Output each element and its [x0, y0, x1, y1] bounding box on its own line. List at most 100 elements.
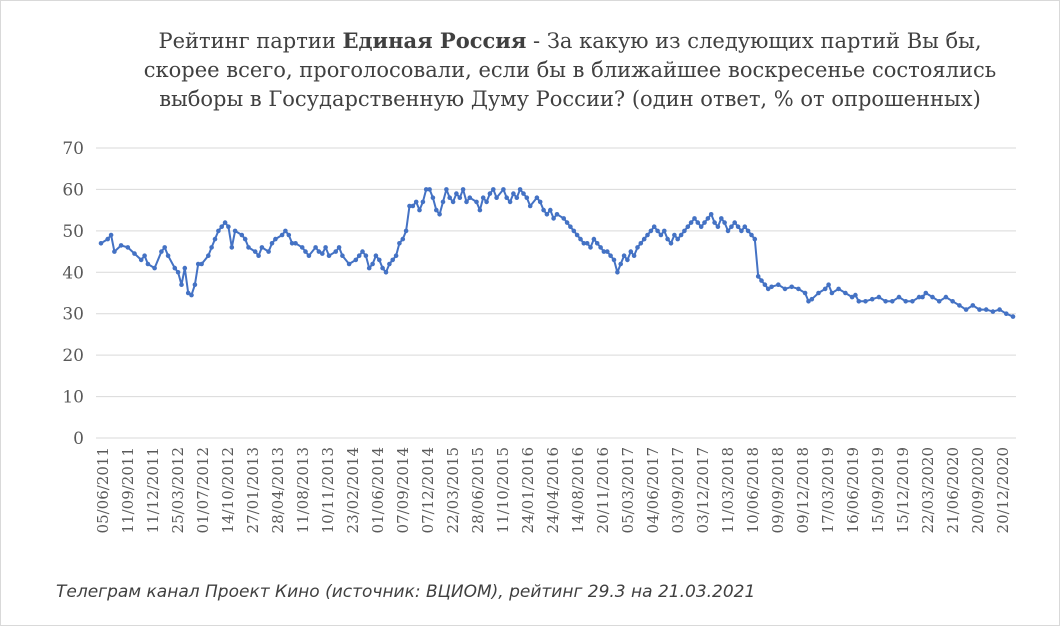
- data-point: [487, 191, 493, 196]
- y-tick-label: 50: [62, 222, 84, 242]
- data-point: [464, 199, 469, 205]
- data-point: [199, 261, 204, 267]
- data-point: [910, 299, 915, 304]
- data-point: [323, 245, 328, 250]
- data-point: [605, 249, 610, 254]
- data-point: [571, 228, 577, 234]
- data-point: [705, 216, 711, 221]
- data-point: [514, 195, 520, 200]
- data-point: [611, 257, 617, 263]
- data-point: [279, 232, 285, 238]
- data-point: [719, 216, 724, 221]
- y-tick-label: 40: [62, 263, 84, 283]
- data-point: [306, 253, 312, 258]
- data-point: [957, 303, 962, 308]
- data-point: [698, 224, 704, 229]
- data-point: [480, 195, 486, 200]
- x-tick-label: 15/09/2019: [869, 447, 887, 533]
- x-tick-label: 28/04/2013: [269, 447, 287, 533]
- data-point: [222, 220, 228, 225]
- x-tick-label: 11/09/2011: [119, 447, 137, 533]
- x-tick-label: 05/06/2011: [94, 447, 112, 533]
- data-point: [360, 249, 365, 254]
- data-point: [883, 299, 888, 304]
- data-point: [816, 290, 821, 296]
- data-point: [631, 253, 637, 258]
- x-tick-label: 28/06/2015: [469, 447, 487, 533]
- x-tick-label: 14/10/2012: [219, 447, 237, 533]
- data-point: [444, 187, 449, 192]
- data-point: [534, 195, 540, 200]
- data-point: [427, 187, 432, 192]
- data-point: [739, 228, 744, 234]
- data-point: [353, 257, 359, 263]
- data-point: [316, 249, 322, 254]
- data-point: [729, 224, 734, 229]
- data-point: [648, 228, 654, 234]
- data-point: [544, 212, 550, 217]
- data-point: [454, 191, 459, 196]
- data-point: [400, 236, 406, 242]
- data-point: [568, 224, 573, 229]
- data-point: [420, 199, 426, 205]
- data-point: [504, 195, 510, 200]
- data-point: [963, 307, 969, 312]
- data-point: [145, 261, 151, 267]
- data-point: [702, 220, 707, 225]
- data-point: [990, 309, 996, 314]
- data-point: [242, 236, 248, 242]
- y-tick-label: 10: [62, 388, 84, 408]
- data-point: [527, 203, 533, 209]
- title-party: Единая Россия: [342, 28, 527, 53]
- data-point: [440, 199, 446, 205]
- data-point: [655, 228, 660, 234]
- data-point: [584, 241, 590, 246]
- data-point: [1010, 314, 1016, 319]
- data-point: [356, 253, 362, 258]
- data-point: [554, 212, 560, 217]
- x-tick-label: 07/09/2014: [394, 447, 412, 533]
- y-tick-label: 0: [73, 429, 84, 449]
- data-point: [692, 216, 697, 221]
- data-point: [269, 241, 275, 246]
- data-point: [397, 241, 402, 246]
- data-point: [759, 278, 764, 283]
- data-point: [685, 224, 691, 229]
- x-tick-label: 24/01/2016: [519, 447, 537, 533]
- title-prefix: Рейтинг партии: [158, 29, 343, 53]
- data-point: [936, 299, 942, 304]
- x-tick-label: 22/03/2020: [919, 447, 937, 533]
- x-tick-label: 01/07/2012: [194, 447, 212, 533]
- x-tick-label: 11/10/2015: [494, 447, 512, 533]
- data-point: [423, 187, 429, 192]
- title-suffix: - За какую из следующих партий Вы бы, ск…: [143, 29, 997, 111]
- data-point: [625, 257, 630, 263]
- data-point: [675, 236, 680, 242]
- data-point: [491, 187, 496, 192]
- data-point: [517, 187, 523, 192]
- data-point: [621, 253, 627, 258]
- data-point: [417, 207, 422, 213]
- data-point: [457, 195, 463, 200]
- data-point: [159, 249, 164, 254]
- data-point: [745, 228, 751, 234]
- series-line: [100, 188, 1014, 318]
- data-point: [581, 241, 587, 246]
- data-point: [829, 290, 835, 296]
- data-point: [732, 220, 737, 225]
- x-tick-label: 01/06/2014: [369, 447, 387, 533]
- data-point: [112, 249, 117, 254]
- y-tick-label: 60: [62, 180, 84, 200]
- data-point: [645, 232, 650, 238]
- data-point: [658, 232, 664, 238]
- data-point: [434, 207, 439, 213]
- data-point: [105, 236, 110, 242]
- data-point: [410, 203, 416, 209]
- data-point: [450, 199, 456, 205]
- data-point: [239, 232, 245, 238]
- data-point: [598, 245, 603, 250]
- data-point: [970, 303, 976, 308]
- data-point: [165, 253, 171, 258]
- data-point: [641, 236, 647, 242]
